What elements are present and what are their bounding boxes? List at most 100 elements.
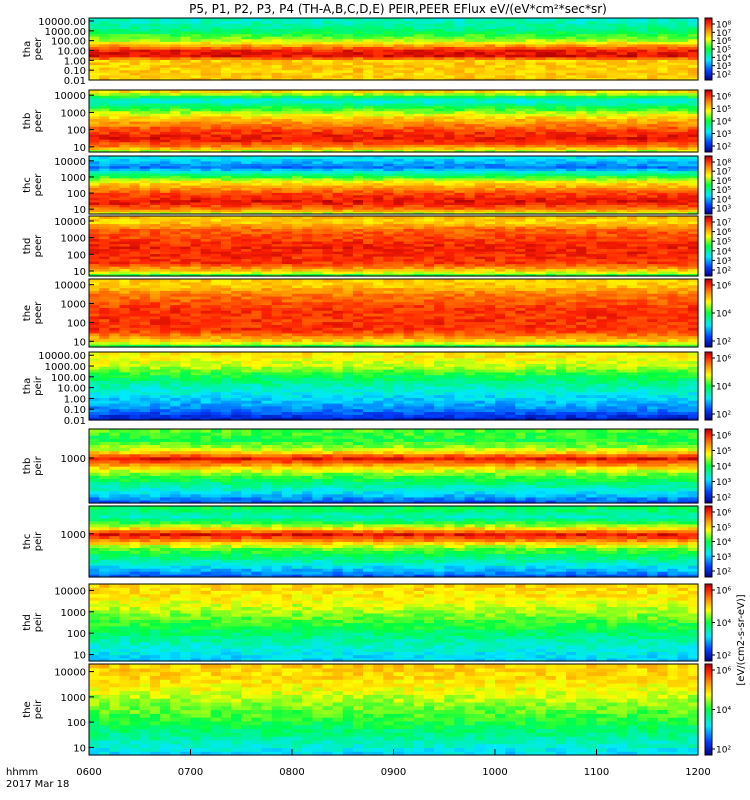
heatmap-cell xyxy=(281,25,293,29)
heatmap-cell xyxy=(109,38,121,42)
heatmap-cell xyxy=(363,46,374,50)
y-tick-label: 0.01 xyxy=(64,76,86,87)
heatmap-cell xyxy=(220,59,232,63)
heatmap-cell xyxy=(170,20,181,24)
heatmap-cell xyxy=(129,33,141,37)
heatmap-cell xyxy=(210,41,222,45)
heatmap-cell xyxy=(586,43,598,48)
heatmap-cell xyxy=(170,49,181,53)
heatmap-cell xyxy=(373,77,384,81)
heatmap-cell xyxy=(596,64,608,68)
heatmap-cell xyxy=(454,54,466,58)
heatmap-cell xyxy=(271,64,283,68)
heatmap-cell xyxy=(231,41,242,45)
heatmap-cell xyxy=(109,77,121,81)
heatmap-cell xyxy=(190,18,202,22)
heatmap-cell xyxy=(241,54,252,58)
heatmap-cells xyxy=(89,18,699,81)
heatmap-cell xyxy=(454,77,466,81)
heatmap-cell xyxy=(302,77,313,81)
heatmap-cell xyxy=(363,69,374,73)
heatmap-cell xyxy=(322,56,334,60)
heatmap-cell xyxy=(444,69,455,73)
heatmap-cell xyxy=(586,54,598,58)
heatmap-cell xyxy=(292,41,303,45)
heatmap-cell xyxy=(139,64,151,68)
heatmap-cell xyxy=(210,74,222,79)
heatmap-cell xyxy=(586,51,598,55)
heatmap-cell xyxy=(352,43,364,48)
heatmap-cell xyxy=(484,20,496,24)
heatmap-cell xyxy=(231,54,242,58)
heatmap-cell xyxy=(241,28,252,32)
heatmap-cell xyxy=(383,30,395,35)
heatmap-cell xyxy=(484,18,496,22)
heatmap-cell xyxy=(251,56,263,60)
heatmap-cell xyxy=(515,67,527,71)
panels: 10000.001000.00100.0010.001.000.100.01th… xyxy=(22,17,731,756)
heatmap-cell xyxy=(99,59,110,63)
heatmap-cell xyxy=(160,74,171,79)
heatmap-cell xyxy=(190,30,202,35)
heatmap-cell xyxy=(149,43,161,48)
heatmap-cell xyxy=(576,74,587,79)
heatmap-cell xyxy=(505,67,516,71)
heatmap-cell xyxy=(220,51,232,55)
heatmap-cell xyxy=(210,49,222,53)
heatmap-cell xyxy=(566,51,577,55)
heatmap-cell xyxy=(149,46,161,50)
heatmap-cell xyxy=(423,51,435,55)
heatmap-cell xyxy=(332,20,344,24)
heatmap-cell xyxy=(352,54,364,58)
heatmap-cell xyxy=(170,43,181,48)
heatmap-cell xyxy=(119,54,131,58)
heatmap-cell xyxy=(505,59,516,63)
heatmap-cell xyxy=(180,20,192,24)
figure-title: P5, P1, P2, P3, P4 (TH-A,B,C,D,E) PEIR,P… xyxy=(189,2,607,16)
heatmap-cell xyxy=(363,51,374,55)
heatmap-cell xyxy=(484,59,496,63)
heatmap-cell xyxy=(373,67,384,71)
heatmap-cell xyxy=(566,74,577,79)
heatmap-cell xyxy=(190,74,202,79)
heatmap-cell xyxy=(576,56,587,60)
heatmap-cell xyxy=(312,25,324,29)
heatmap-cell xyxy=(261,74,273,79)
heatmap-cell xyxy=(413,25,425,29)
heatmap-cell xyxy=(555,25,567,29)
heatmap-cell xyxy=(312,54,324,58)
heatmap-cell xyxy=(261,67,273,71)
heatmap-cell xyxy=(170,38,181,42)
heatmap-cell xyxy=(413,41,425,45)
heatmap-cell xyxy=(515,23,527,27)
heatmap-cell xyxy=(281,28,293,32)
heatmap-cell xyxy=(119,59,131,63)
heatmap-cell xyxy=(586,61,598,66)
heatmap-cell xyxy=(474,67,486,71)
heatmap-cell xyxy=(434,64,445,68)
heatmap-cell xyxy=(241,56,252,60)
heatmap-cell xyxy=(302,54,313,58)
heatmap-cell xyxy=(444,61,455,66)
heatmap-cell xyxy=(525,25,537,29)
heatmap-cell xyxy=(352,59,364,63)
heatmap-cell xyxy=(220,54,232,58)
heatmap-cell xyxy=(393,74,405,79)
heatmap-cell xyxy=(129,43,141,48)
heatmap-cell xyxy=(464,33,476,37)
heatmap-cell xyxy=(271,61,283,66)
heatmap-cell xyxy=(566,49,577,53)
heatmap-cell xyxy=(322,30,334,35)
heatmap-cell xyxy=(393,59,405,63)
heatmap-cell xyxy=(99,67,110,71)
heatmap-cell xyxy=(271,18,283,22)
heatmap-cell xyxy=(241,41,252,45)
heatmap-cell xyxy=(393,43,405,48)
heatmap-cell xyxy=(413,77,425,81)
heatmap-cell xyxy=(545,61,557,66)
heatmap-cell xyxy=(403,59,415,63)
heatmap-cell xyxy=(383,36,395,40)
heatmap-cell xyxy=(261,20,273,24)
heatmap-cell xyxy=(119,25,131,29)
heatmap-cell xyxy=(383,74,395,79)
